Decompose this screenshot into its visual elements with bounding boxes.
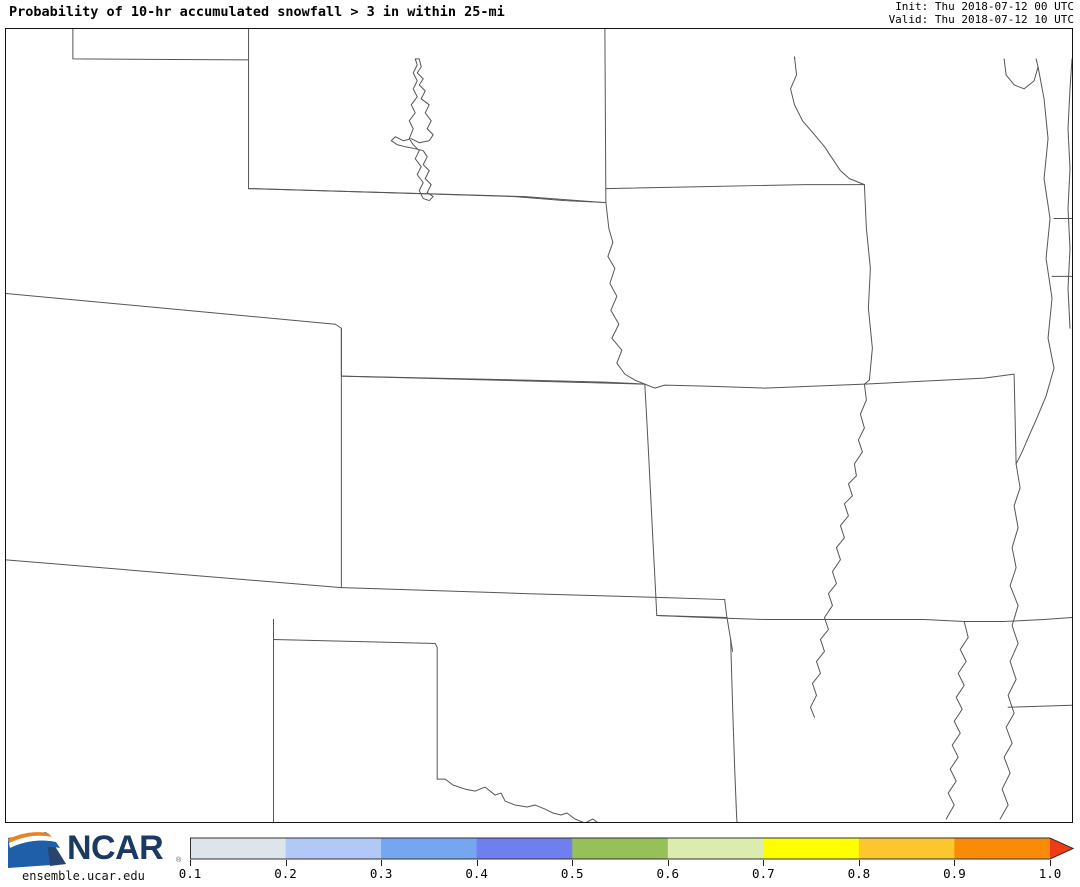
boundary-lake-michigan-north-tip xyxy=(1003,58,1039,90)
colorbar-tick xyxy=(858,860,860,866)
colorbar-tick-label: 0.7 xyxy=(752,866,775,881)
colorbar-segment xyxy=(285,838,382,859)
colorbar-segment xyxy=(858,838,956,859)
colorbar-tick xyxy=(667,860,669,866)
colorbar-ticks xyxy=(190,860,1074,866)
colorbar-segment xyxy=(381,838,478,859)
colorbar-tick xyxy=(572,860,574,866)
colorbar-swatches xyxy=(190,837,1074,860)
boundary-missouri-west-kansas xyxy=(644,383,658,617)
boundary-iowa-east-mississippi-river xyxy=(863,184,873,385)
boundary-montana-east xyxy=(248,29,254,190)
boundary-missouri-kansas-south xyxy=(656,615,728,619)
colorbar-tick xyxy=(763,860,765,866)
boundary-montana-northwest xyxy=(72,29,250,61)
colorbar-extend-arrow xyxy=(1050,838,1074,859)
header-bar: Probability of 10-hr accumulated snowfal… xyxy=(0,0,1080,27)
boundary-missouri-bootheel-kentucky-tennessee xyxy=(963,617,1072,623)
colorbar-tick-label: 0.3 xyxy=(369,866,393,881)
colorbar-tick-label: 0.8 xyxy=(847,866,871,881)
boundary-oklahoma-arkansas-east xyxy=(730,638,738,822)
boundary-oklahoma-panhandle-south-texas xyxy=(272,638,438,780)
page-title: Probability of 10-hr accumulated snowfal… xyxy=(9,4,505,20)
colorbar-tick xyxy=(381,860,383,866)
boundary-kansas-missouri-south-tick xyxy=(724,599,734,652)
colorbar-tick-label: 0.4 xyxy=(465,866,488,881)
colorbar-gradient xyxy=(190,837,1074,860)
forecast-timestamps: Init: Thu 2018-07-12 00 UTC Valid: Thu 2… xyxy=(888,0,1074,26)
boundary-north-dakota-west xyxy=(604,29,607,204)
boundary-kansas-nebraska-iowa-missouri-north xyxy=(644,383,865,389)
colorbar-tick xyxy=(954,860,956,866)
colorbar-segment xyxy=(667,838,764,859)
boundary-colorado-south-newmexico-north xyxy=(6,559,342,589)
hydrography-lake-oahe-missouri-river xyxy=(390,58,434,202)
boundary-illinois-north xyxy=(863,373,1017,465)
colorbar-tick-label: 1.0 xyxy=(1038,866,1062,881)
colorbar-tick-label: 0.2 xyxy=(274,866,297,881)
registered-trademark-icon: ® xyxy=(176,857,182,864)
colorbar-tick xyxy=(190,860,191,866)
colorbar-segment xyxy=(572,838,669,859)
colorbar-segment xyxy=(954,838,1051,859)
boundary-michigan-east xyxy=(1067,58,1072,329)
colorbar-tick-label: 0.5 xyxy=(560,866,584,881)
colorbar-segment xyxy=(476,838,573,859)
probability-colorbar[interactable]: 0.1 0.2 0.3 0.4 0.5 0.6 0.7 0.8 0.9 1.0 xyxy=(179,837,1074,885)
boundary-arkansas-east-mississippi-river xyxy=(945,621,969,820)
map-panel[interactable] xyxy=(5,28,1073,823)
boundary-iowa-north xyxy=(605,184,865,190)
boundary-tennessee-north xyxy=(1007,704,1072,708)
boundary-wyoming-north xyxy=(248,188,606,204)
boundary-colorado-east xyxy=(334,323,342,589)
colorbar-tick-label: 0.1 xyxy=(178,866,202,881)
colorbar-segment xyxy=(763,838,860,859)
colorbar-tick-labels: 0.1 0.2 0.3 0.4 0.5 0.6 0.7 0.8 0.9 1.0 xyxy=(179,866,1074,884)
colorbar-tick xyxy=(1050,860,1051,866)
footer-bar: NCAR ® ensemble.ucar.edu 0.1 0.2 0.3 0.4 0.5… xyxy=(0,826,1080,887)
boundary-kansas-north xyxy=(340,375,646,385)
boundary-wyoming-south-colorado-north xyxy=(6,293,336,325)
colorbar-tick-label: 0.9 xyxy=(943,866,966,881)
ncar-wordmark: NCAR xyxy=(67,829,164,867)
ncar-logo[interactable]: NCAR ® ensemble.ucar.edu xyxy=(4,829,182,885)
boundary-lake-michigan-west-shore xyxy=(1015,66,1055,465)
boundary-nebraska-north-missouri-river xyxy=(605,202,646,385)
state-boundaries-map xyxy=(6,29,1072,822)
colorbar-tick xyxy=(476,860,478,866)
colorbar-segment xyxy=(190,838,287,859)
boundary-missouri-east-mississippi-river xyxy=(809,383,867,718)
boundary-illinois-east-wabash-ohio-river xyxy=(999,463,1021,820)
boundary-minnesota-wisconsin xyxy=(790,56,865,186)
ncar-ensemble-url: ensemble.ucar.edu xyxy=(22,869,145,883)
valid-time-label: Valid: Thu 2018-07-12 10 UTC xyxy=(888,12,1074,26)
init-time-label: Init: Thu 2018-07-12 00 UTC xyxy=(895,0,1074,13)
colorbar-tick xyxy=(285,860,287,866)
boundary-missouri-south-arkansas-north xyxy=(656,615,965,623)
colorbar-outline xyxy=(190,837,1074,860)
ncar-swoosh-icon xyxy=(8,832,66,868)
colorbar-tick-label: 0.6 xyxy=(656,866,680,881)
boundary-texas-oklahoma-red-river xyxy=(436,778,598,822)
boundary-south-dakota-north xyxy=(252,188,606,204)
boundary-kansas-south-oklahoma-north xyxy=(340,587,726,601)
